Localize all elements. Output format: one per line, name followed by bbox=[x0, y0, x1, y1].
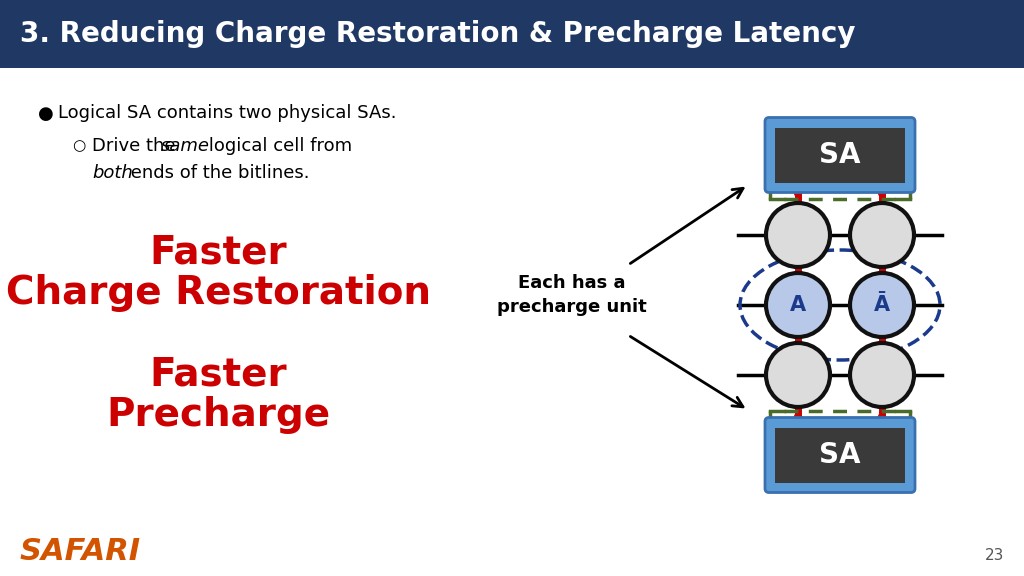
Text: SAFARI: SAFARI bbox=[20, 537, 141, 567]
Text: SA: SA bbox=[819, 441, 861, 469]
Circle shape bbox=[766, 273, 830, 337]
Text: logical cell from: logical cell from bbox=[203, 137, 352, 155]
Text: SA: SA bbox=[819, 141, 861, 169]
Circle shape bbox=[850, 273, 914, 337]
Text: Each has a
precharge unit: Each has a precharge unit bbox=[497, 274, 647, 316]
Text: Ā: Ā bbox=[873, 295, 890, 315]
Circle shape bbox=[766, 203, 830, 267]
Text: ○: ○ bbox=[72, 138, 85, 153]
Text: 3. Reducing Charge Restoration & Precharge Latency: 3. Reducing Charge Restoration & Prechar… bbox=[20, 20, 855, 48]
Text: same: same bbox=[161, 137, 210, 155]
FancyBboxPatch shape bbox=[775, 127, 905, 183]
Text: 23: 23 bbox=[985, 548, 1004, 563]
Text: ends of the bitlines.: ends of the bitlines. bbox=[125, 164, 309, 182]
Text: Drive the: Drive the bbox=[92, 137, 181, 155]
Circle shape bbox=[850, 343, 914, 407]
FancyBboxPatch shape bbox=[765, 118, 915, 192]
Text: Precharge: Precharge bbox=[105, 396, 330, 434]
Circle shape bbox=[766, 343, 830, 407]
FancyBboxPatch shape bbox=[0, 0, 1024, 68]
Text: Faster: Faster bbox=[150, 233, 287, 271]
Text: A: A bbox=[790, 295, 806, 315]
Text: both: both bbox=[92, 164, 133, 182]
FancyBboxPatch shape bbox=[765, 418, 915, 492]
Text: Charge Restoration: Charge Restoration bbox=[5, 274, 430, 312]
Circle shape bbox=[850, 203, 914, 267]
Text: Faster: Faster bbox=[150, 356, 287, 394]
Text: ●: ● bbox=[38, 105, 53, 123]
Text: Logical SA contains two physical SAs.: Logical SA contains two physical SAs. bbox=[58, 104, 396, 122]
FancyBboxPatch shape bbox=[775, 427, 905, 483]
